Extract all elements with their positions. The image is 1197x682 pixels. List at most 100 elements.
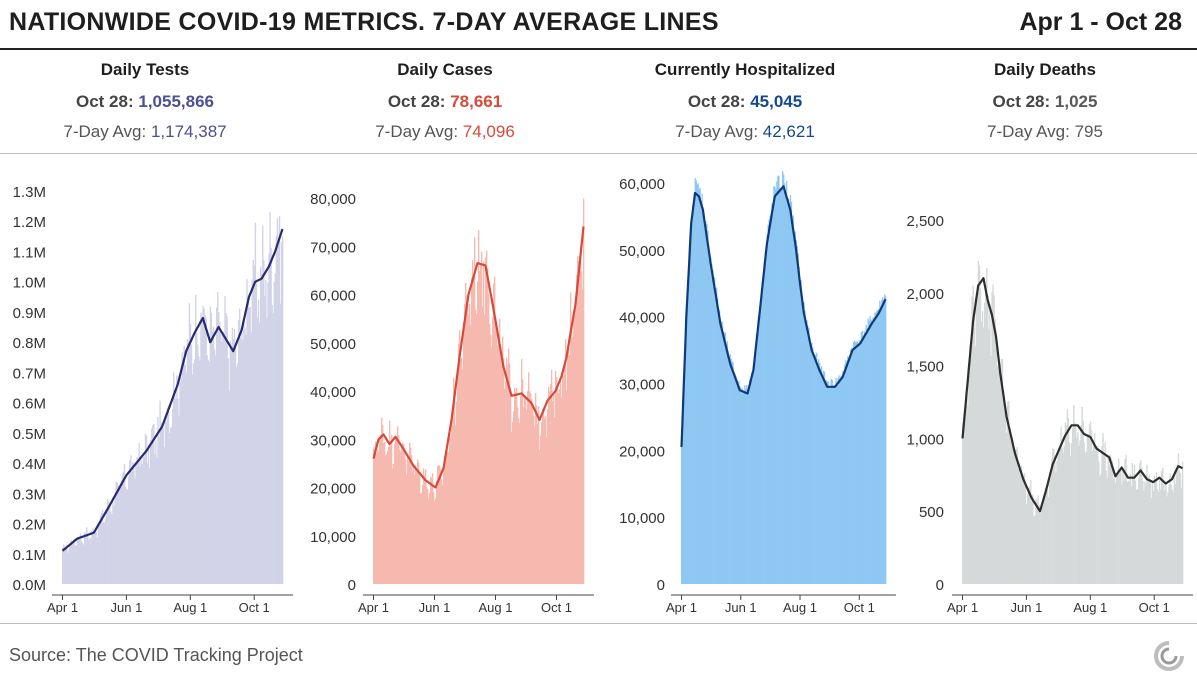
daily-bar <box>1125 455 1127 584</box>
daily-bar <box>1145 483 1147 584</box>
daily-bar <box>977 261 980 584</box>
daily-bar <box>225 313 227 584</box>
daily-bar <box>567 353 569 584</box>
daily-bar <box>720 321 723 584</box>
daily-bar <box>212 326 215 584</box>
daily-bar <box>439 465 441 584</box>
daily-bar <box>757 316 760 584</box>
daily-bar <box>441 478 443 584</box>
daily-bar <box>846 363 848 584</box>
daily-bar <box>1180 488 1183 584</box>
daily-bar <box>1122 468 1124 584</box>
daily-bar <box>1098 461 1100 584</box>
daily-bar <box>810 342 812 584</box>
daily-bar <box>708 248 710 584</box>
daily-bar <box>849 357 851 584</box>
daily-bar <box>234 343 237 584</box>
daily-bar <box>756 334 759 584</box>
daily-bar <box>1126 482 1128 584</box>
daily-bar <box>131 471 133 584</box>
daily-bar <box>991 291 993 584</box>
daily-bar <box>78 537 81 584</box>
daily-bar <box>772 207 774 585</box>
daily-bar <box>732 362 734 584</box>
daily-bar <box>1168 484 1170 584</box>
daily-bar <box>1014 449 1016 584</box>
daily-bar <box>964 414 966 584</box>
daily-bar <box>80 541 83 584</box>
daily-bar <box>414 474 416 584</box>
daily-bar <box>398 435 400 584</box>
daily-bar <box>747 391 749 584</box>
daily-bar <box>706 223 708 585</box>
daily-bar <box>1040 510 1042 584</box>
daily-bar <box>412 470 414 584</box>
daily-bar <box>543 407 545 584</box>
daily-bar <box>423 468 425 584</box>
daily-bar <box>736 379 738 584</box>
daily-bar <box>484 314 486 584</box>
daily-bar <box>465 282 467 584</box>
daily-bar <box>65 547 67 584</box>
daily-bar <box>1073 405 1075 584</box>
daily-bar <box>858 340 861 584</box>
daily-bar <box>500 346 502 584</box>
daily-bar <box>456 401 458 584</box>
daily-bar <box>1075 426 1077 584</box>
y-tick-label: 1.3M <box>13 184 46 201</box>
daily-bar <box>577 256 579 584</box>
daily-bar <box>1143 490 1145 584</box>
daily-bar <box>1181 461 1184 584</box>
daily-bar <box>253 265 256 584</box>
daily-bar <box>804 310 806 584</box>
daily-bar <box>107 498 109 584</box>
daily-bar <box>855 341 858 584</box>
daily-bar <box>541 422 543 584</box>
daily-bar <box>550 384 552 584</box>
daily-bar <box>764 252 766 584</box>
daily-bar <box>744 385 746 584</box>
daily-bar <box>701 193 703 585</box>
daily-bar <box>63 544 65 584</box>
daily-bar <box>693 192 695 584</box>
daily-bar <box>462 368 464 584</box>
daily-bar <box>459 329 461 584</box>
avg-label: 7-Day Avg: <box>63 122 147 141</box>
daily-bar <box>231 327 234 584</box>
daily-bar <box>381 417 383 584</box>
daily-bar <box>473 278 475 584</box>
daily-bar <box>220 331 222 584</box>
daily-bar <box>134 478 136 584</box>
daily-bar <box>1084 453 1086 584</box>
daily-bar <box>726 341 728 584</box>
summary-daily-cases: Daily Cases Oct 28: 78,661 7-Day Avg: 74… <box>320 48 570 152</box>
daily-bar <box>735 376 737 584</box>
daily-bar <box>761 281 763 584</box>
daily-bar <box>1130 486 1133 584</box>
daily-bar <box>1109 454 1112 584</box>
y-tick-label: 50,000 <box>619 243 665 260</box>
daily-bar <box>523 407 525 584</box>
metric-latest: Oct 28: 78,661 <box>320 92 570 112</box>
chart-daily-cases: 0 10,000 20,000 30,000 40,000 50,000 60,000 70,… <box>310 191 594 615</box>
daily-bar <box>261 273 263 584</box>
daily-bar <box>179 382 181 584</box>
daily-bar <box>229 340 231 584</box>
daily-bar <box>1049 479 1052 584</box>
daily-bar <box>112 502 114 584</box>
daily-bar <box>1067 418 1070 584</box>
daily-bar <box>514 387 516 584</box>
daily-bar <box>224 296 226 584</box>
daily-bar <box>1005 432 1008 584</box>
daily-bar <box>197 344 199 584</box>
metric-avg: 7-Day Avg: 1,174,387 <box>20 122 270 142</box>
daily-bar <box>167 405 170 584</box>
daily-bar <box>538 406 540 584</box>
daily-bar <box>842 370 844 584</box>
latest-label: Oct 28: <box>387 92 446 111</box>
summary-daily-tests: Daily Tests Oct 28: 1,055,866 7-Day Avg:… <box>20 48 270 152</box>
daily-bar <box>715 287 718 584</box>
daily-bar <box>411 455 413 584</box>
y-tick-label: 40,000 <box>619 310 665 327</box>
latest-label: Oct 28: <box>992 92 1051 111</box>
